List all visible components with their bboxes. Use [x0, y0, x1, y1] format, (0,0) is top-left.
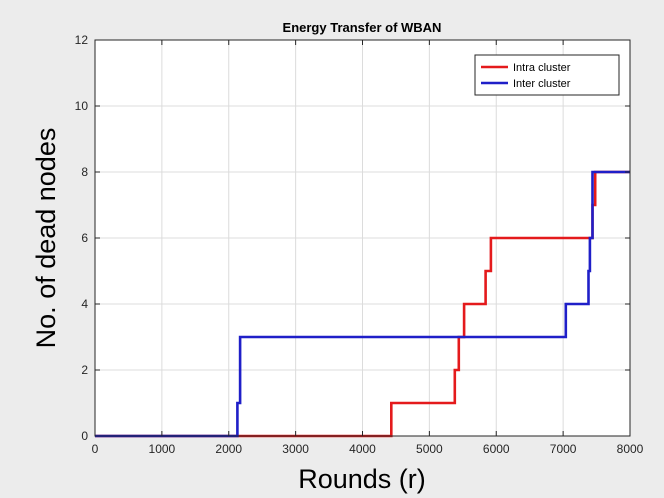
y-tick-label: 4	[81, 297, 88, 311]
legend-label-intra-cluster: Intra cluster	[513, 62, 571, 74]
axis-ticks: 0 1000 2000 3000 4000 5000 6000 7000 8000 0 2 4 6 8 10…	[75, 33, 644, 456]
y-tick-label: 2	[81, 363, 88, 377]
x-tick-label: 5000	[416, 442, 443, 456]
legend-label-inter-cluster: Inter cluster	[513, 78, 571, 90]
series-lines	[95, 170, 630, 438]
chart-title: Energy Transfer of WBAN	[283, 20, 442, 35]
x-tick-label: 3000	[282, 442, 309, 456]
x-tick-label: 6000	[483, 442, 510, 456]
series-line-inter-cluster	[95, 170, 630, 438]
x-tick-label: 1000	[149, 442, 176, 456]
x-axis-label: Rounds (r)	[298, 464, 426, 494]
x-tick-label: 4000	[349, 442, 376, 456]
x-tick-label: 2000	[215, 442, 242, 456]
y-tick-label: 0	[81, 429, 88, 443]
y-tick-label: 6	[81, 231, 88, 245]
y-axis-label: No. of dead nodes	[31, 128, 61, 349]
legend-box	[474, 54, 620, 96]
x-tick-label: 0	[92, 442, 99, 456]
x-tick-label: 8000	[617, 442, 644, 456]
y-tick-label: 10	[75, 99, 89, 113]
y-tick-label: 8	[81, 165, 88, 179]
x-tick-label: 7000	[550, 442, 577, 456]
y-tick-label: 12	[75, 33, 89, 47]
legend: Intra cluster Inter cluster	[474, 54, 620, 96]
